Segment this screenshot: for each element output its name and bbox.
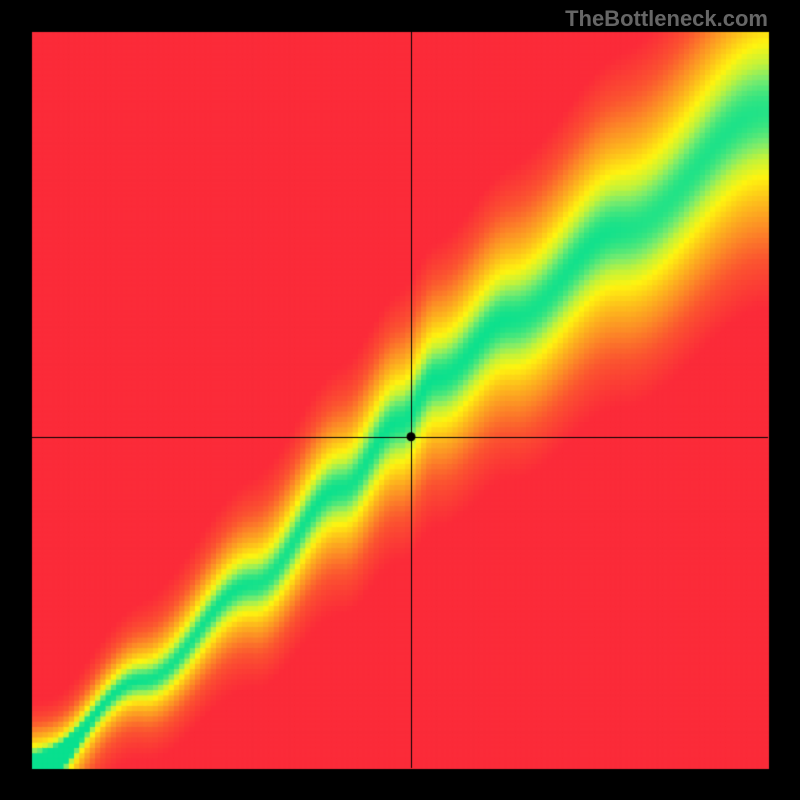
chart-container: TheBottleneck.com: [0, 0, 800, 800]
heatmap-canvas: [0, 0, 800, 800]
watermark-text: TheBottleneck.com: [565, 6, 768, 32]
